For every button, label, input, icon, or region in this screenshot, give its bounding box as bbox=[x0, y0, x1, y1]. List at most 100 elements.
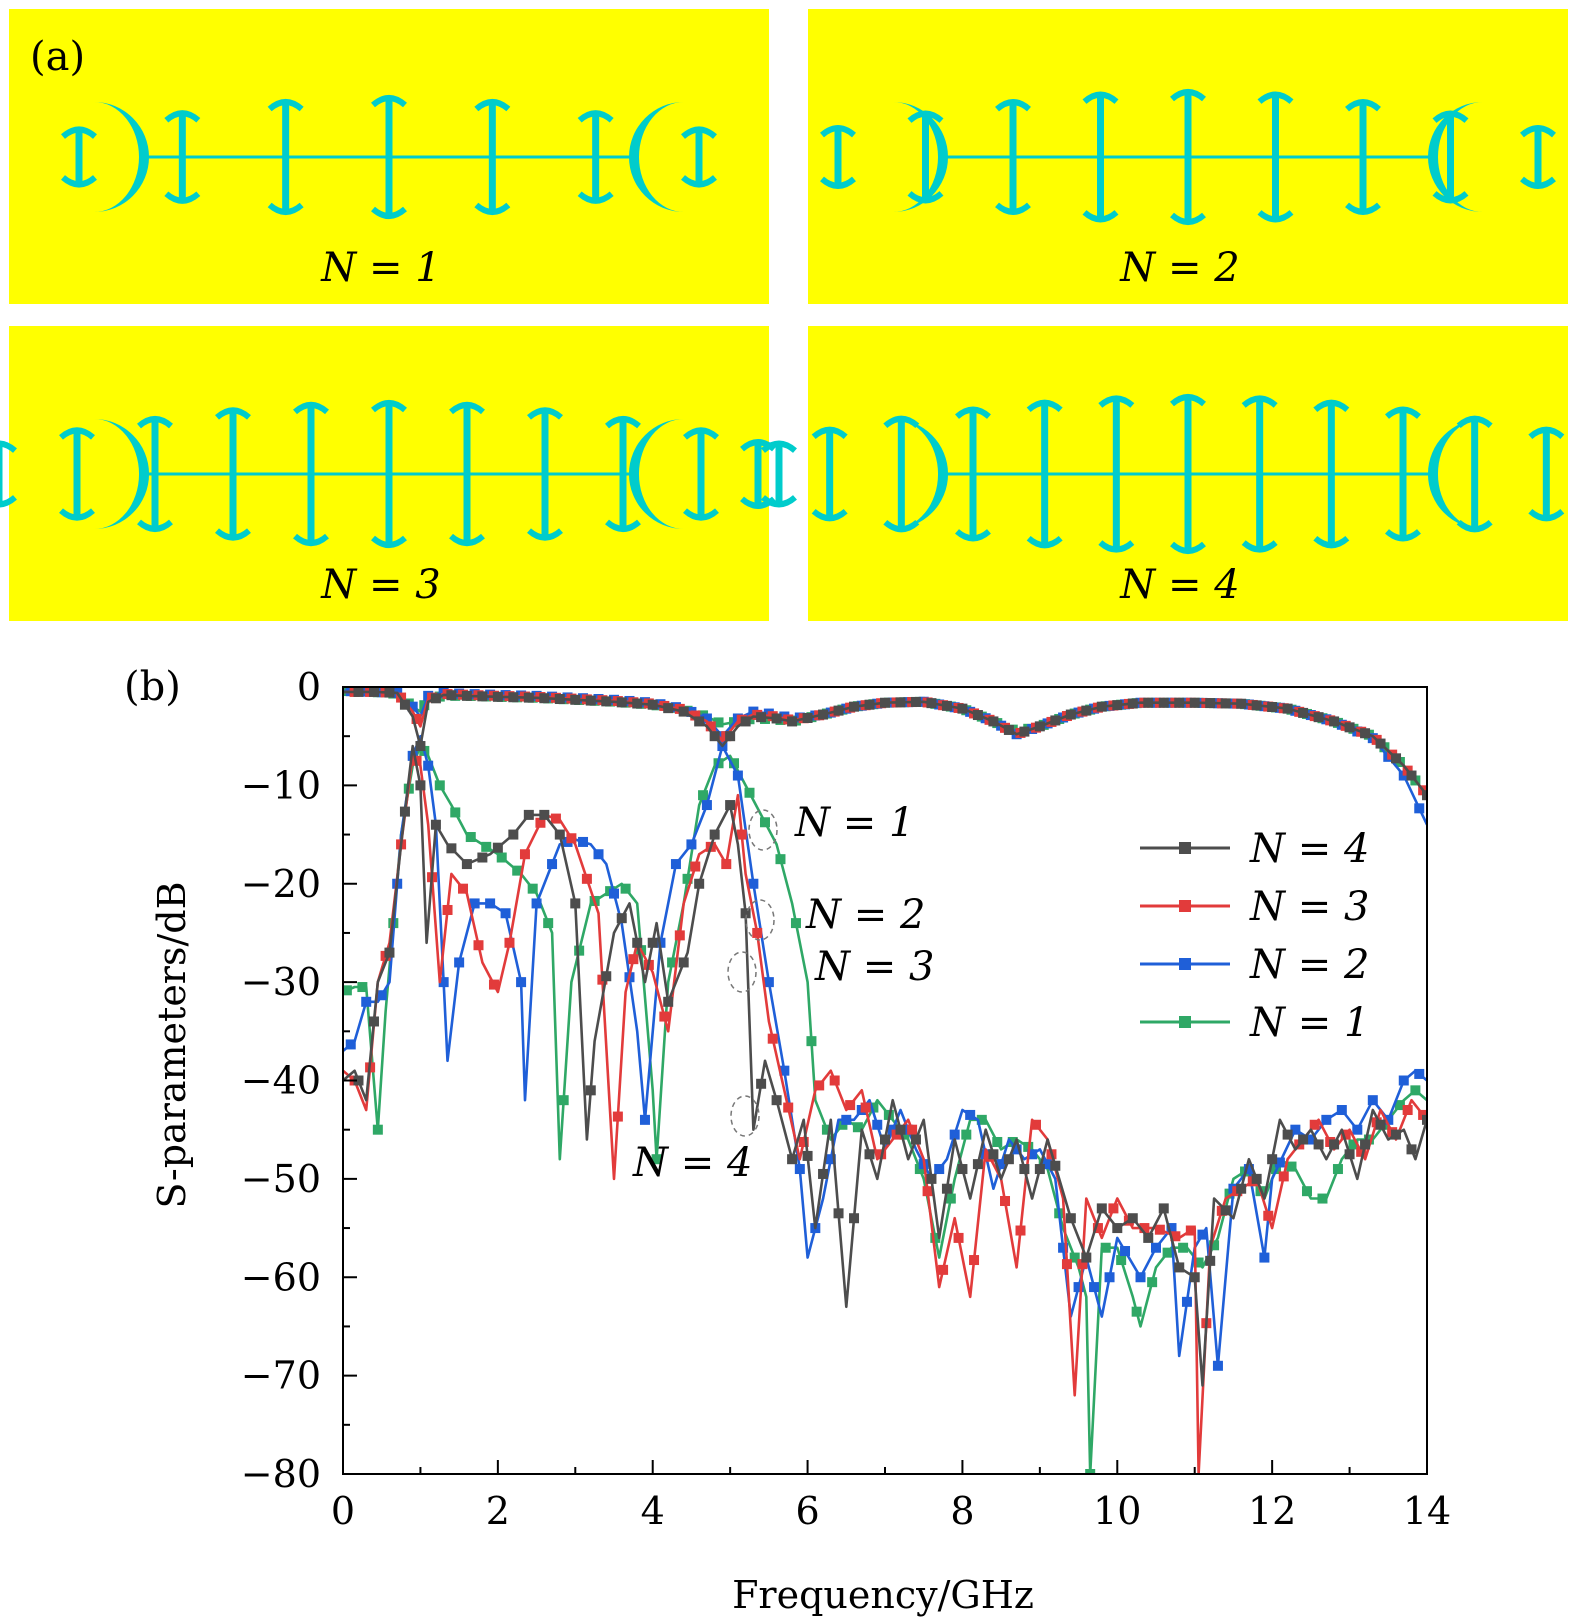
stub-cap bbox=[1528, 508, 1565, 522]
data-point bbox=[581, 873, 592, 884]
data-point bbox=[1069, 1252, 1080, 1263]
stub-cap bbox=[215, 528, 251, 541]
data-point bbox=[1329, 716, 1340, 727]
layout-caption: N = 2 bbox=[1119, 245, 1239, 291]
crescent-port-left bbox=[94, 418, 150, 529]
data-point bbox=[969, 1255, 980, 1266]
stub-cap bbox=[371, 535, 407, 548]
data-point bbox=[1112, 1223, 1123, 1234]
stub-cap bbox=[267, 202, 304, 215]
data-point bbox=[1236, 698, 1247, 709]
data-point bbox=[949, 1129, 960, 1140]
data-point bbox=[508, 829, 519, 840]
stub-cap bbox=[820, 176, 856, 189]
data-point bbox=[756, 712, 767, 723]
legend-marker bbox=[1179, 958, 1191, 970]
data-point bbox=[519, 849, 530, 860]
data-point bbox=[1174, 1262, 1185, 1273]
data-point bbox=[972, 710, 983, 721]
legend-label: N = 3 bbox=[1249, 884, 1369, 930]
stub-cap bbox=[527, 528, 563, 541]
data-point bbox=[1313, 712, 1324, 723]
stub-cap bbox=[1241, 540, 1278, 553]
data-point bbox=[996, 1159, 1007, 1170]
legend-marker bbox=[1179, 842, 1191, 854]
y-tick-label: −60 bbox=[241, 1255, 321, 1299]
data-point bbox=[1170, 1231, 1181, 1242]
data-point bbox=[1166, 1223, 1177, 1234]
data-point bbox=[849, 701, 860, 712]
data-point bbox=[1065, 709, 1076, 720]
data-point bbox=[550, 813, 561, 824]
x-axis-label: Frequency/GHz bbox=[732, 1573, 1034, 1617]
annotation-layer: N = 1 N = 2 N = 3 N = 4 bbox=[632, 800, 934, 1186]
data-point bbox=[1301, 1186, 1312, 1197]
data-point bbox=[492, 691, 503, 702]
data-point bbox=[1015, 1225, 1026, 1236]
data-point bbox=[976, 1114, 987, 1125]
stub-cap bbox=[883, 519, 920, 533]
data-point bbox=[368, 1016, 379, 1027]
data-point bbox=[1367, 1095, 1378, 1106]
data-point bbox=[864, 1149, 875, 1160]
annotation-label: N = 1 bbox=[794, 800, 914, 846]
stub-cap bbox=[577, 110, 614, 123]
data-point bbox=[372, 1124, 383, 1135]
data-point bbox=[566, 833, 577, 844]
stub-cap bbox=[1098, 540, 1135, 553]
stub-cap bbox=[1170, 89, 1206, 102]
data-point bbox=[639, 1114, 650, 1125]
data-point bbox=[972, 1159, 983, 1170]
data-point bbox=[694, 878, 705, 889]
data-point bbox=[1282, 703, 1293, 714]
data-point bbox=[558, 1095, 569, 1106]
data-point bbox=[1100, 1242, 1111, 1253]
x-tick-label: 0 bbox=[331, 1489, 355, 1533]
data-point bbox=[1000, 1196, 1011, 1207]
stub-cap bbox=[740, 439, 776, 452]
data-point bbox=[814, 1080, 825, 1091]
data-point bbox=[1236, 1183, 1247, 1194]
data-point bbox=[399, 806, 410, 817]
stub-cap bbox=[1385, 406, 1421, 419]
data-point bbox=[612, 1111, 623, 1122]
x-tick-label: 8 bbox=[950, 1489, 974, 1533]
stub-cap bbox=[955, 529, 991, 542]
data-point bbox=[1274, 1157, 1285, 1168]
data-point bbox=[527, 883, 538, 894]
annotation-label: N = 3 bbox=[814, 944, 934, 990]
data-point bbox=[1205, 1255, 1216, 1266]
annotation-label: N = 4 bbox=[632, 1140, 752, 1186]
legend-marker bbox=[1179, 900, 1191, 912]
data-point bbox=[1398, 1075, 1409, 1086]
data-point bbox=[1329, 1139, 1340, 1150]
x-tick-label: 12 bbox=[1248, 1489, 1296, 1533]
data-point bbox=[1096, 701, 1107, 712]
data-point bbox=[771, 713, 782, 724]
data-point bbox=[485, 898, 496, 909]
data-point bbox=[895, 1124, 906, 1135]
data-point bbox=[818, 1168, 829, 1179]
data-point bbox=[965, 1109, 976, 1120]
x-tick-label: 6 bbox=[795, 1489, 819, 1533]
data-point bbox=[1402, 1105, 1413, 1116]
data-point bbox=[1340, 1129, 1351, 1140]
data-point bbox=[601, 971, 612, 982]
stub-cap bbox=[215, 407, 251, 420]
data-point bbox=[802, 1150, 813, 1161]
data-point bbox=[872, 1119, 883, 1130]
data-point bbox=[821, 1124, 832, 1135]
x-tick-label: 2 bbox=[486, 1489, 510, 1533]
legend-marker bbox=[1179, 1016, 1191, 1028]
data-point bbox=[384, 947, 395, 958]
stub-cap bbox=[371, 95, 407, 108]
data-point bbox=[1096, 1203, 1107, 1214]
data-point bbox=[1267, 1154, 1278, 1165]
data-point bbox=[1267, 702, 1278, 713]
data-point bbox=[1313, 1139, 1324, 1150]
data-point bbox=[454, 957, 465, 968]
y-tick-label: −80 bbox=[241, 1452, 321, 1496]
data-point bbox=[384, 687, 395, 698]
data-point bbox=[744, 787, 755, 798]
data-point bbox=[1220, 1205, 1231, 1216]
